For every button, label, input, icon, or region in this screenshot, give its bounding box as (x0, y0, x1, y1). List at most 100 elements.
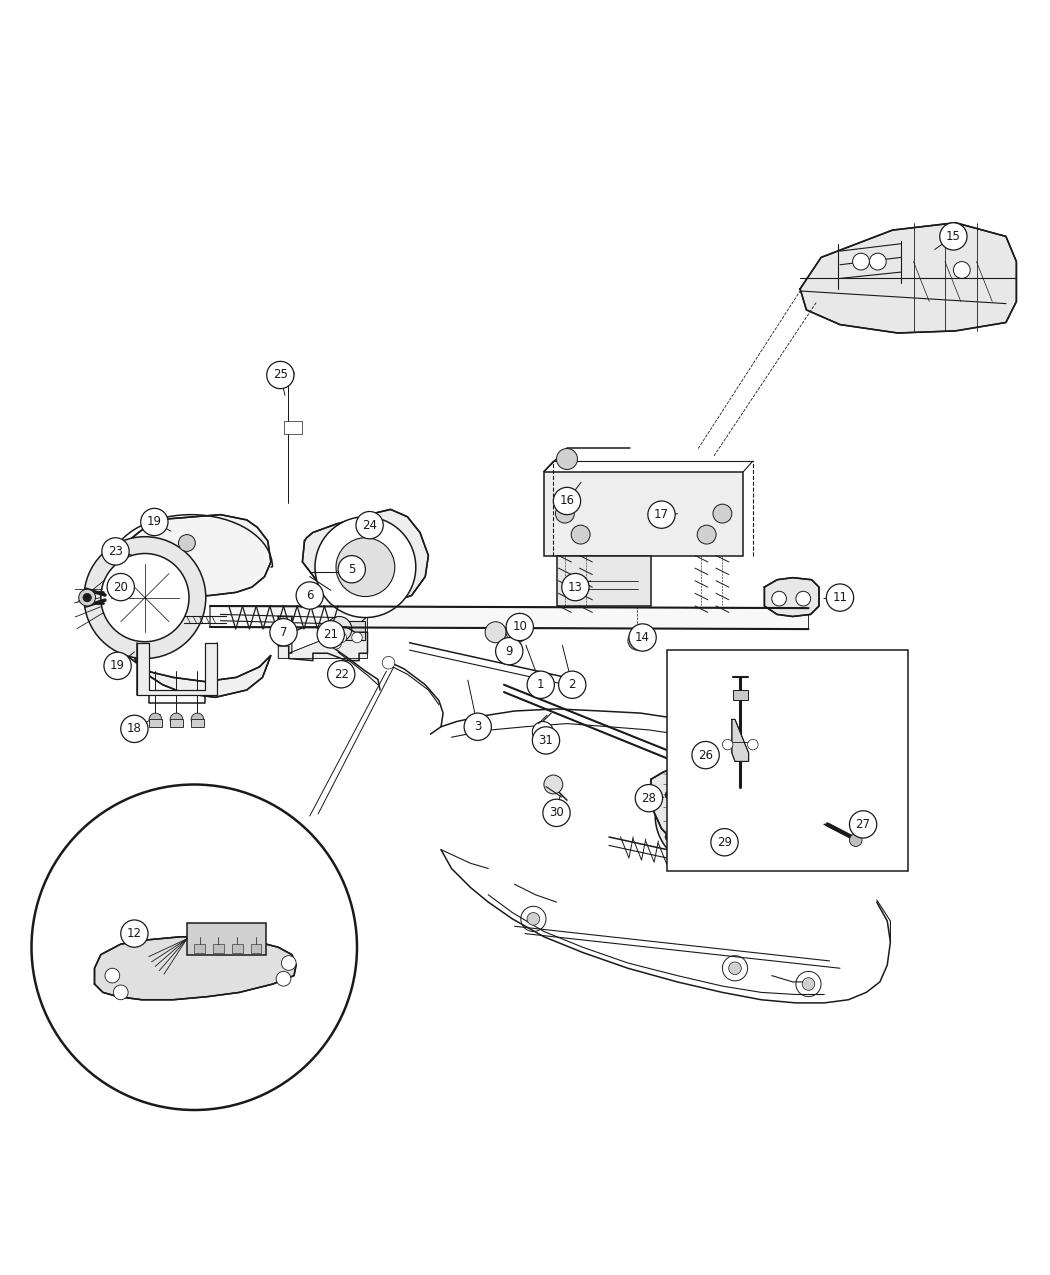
Circle shape (506, 622, 527, 643)
Circle shape (571, 525, 590, 544)
Text: 30: 30 (549, 806, 564, 820)
Circle shape (748, 740, 758, 750)
Polygon shape (278, 617, 367, 658)
Circle shape (655, 765, 756, 867)
Circle shape (648, 501, 675, 528)
Circle shape (711, 829, 738, 856)
Text: 12: 12 (127, 927, 142, 940)
Circle shape (104, 653, 131, 680)
Bar (733, 690, 748, 700)
Text: 29: 29 (717, 835, 732, 849)
Circle shape (722, 956, 748, 980)
Circle shape (352, 632, 362, 643)
Text: 10: 10 (512, 621, 527, 634)
Bar (556, 556, 651, 606)
Circle shape (191, 713, 204, 725)
Text: 19: 19 (147, 515, 162, 529)
Circle shape (276, 972, 291, 986)
Bar (194, 944, 205, 952)
Circle shape (940, 223, 967, 250)
Circle shape (506, 613, 533, 640)
Circle shape (849, 834, 862, 847)
Text: 19: 19 (110, 659, 125, 672)
Circle shape (281, 956, 296, 970)
Text: 24: 24 (362, 519, 377, 532)
Circle shape (701, 770, 710, 778)
Circle shape (336, 632, 346, 643)
Circle shape (635, 784, 663, 812)
Circle shape (674, 784, 737, 848)
Circle shape (327, 617, 352, 641)
Circle shape (178, 534, 195, 551)
Bar (667, 650, 908, 871)
Text: 16: 16 (560, 495, 574, 507)
Circle shape (105, 968, 120, 983)
Text: I: I (338, 625, 340, 634)
Circle shape (464, 713, 491, 741)
Circle shape (101, 553, 189, 641)
Text: 17: 17 (654, 509, 669, 521)
Circle shape (869, 254, 886, 270)
Bar (332, 621, 365, 640)
Text: 1: 1 (537, 678, 545, 691)
Circle shape (796, 592, 811, 606)
Bar (170, 719, 183, 727)
Text: 21: 21 (323, 627, 338, 641)
Polygon shape (125, 640, 271, 697)
Circle shape (665, 790, 673, 799)
Circle shape (692, 742, 719, 769)
Text: 28: 28 (642, 792, 656, 805)
Circle shape (79, 589, 96, 606)
Circle shape (83, 593, 91, 602)
Circle shape (338, 556, 365, 583)
Circle shape (772, 592, 786, 606)
Bar (187, 923, 266, 955)
Circle shape (141, 509, 168, 536)
Text: 9: 9 (505, 645, 513, 658)
Circle shape (738, 790, 747, 799)
Text: 14: 14 (635, 631, 650, 644)
Circle shape (532, 722, 553, 742)
Circle shape (738, 833, 747, 842)
Circle shape (296, 581, 323, 609)
Circle shape (556, 449, 578, 469)
Polygon shape (112, 515, 271, 601)
Text: 13: 13 (568, 580, 583, 594)
Circle shape (802, 978, 815, 991)
Circle shape (665, 833, 673, 842)
Circle shape (496, 638, 523, 664)
Circle shape (543, 799, 570, 826)
Bar (232, 944, 243, 952)
Bar (284, 421, 302, 434)
Circle shape (953, 261, 970, 278)
Text: 18: 18 (127, 723, 142, 736)
Circle shape (796, 972, 821, 997)
Circle shape (336, 538, 395, 597)
Text: 22: 22 (334, 668, 349, 681)
Text: 15: 15 (946, 230, 961, 244)
Circle shape (701, 854, 710, 862)
Text: 25: 25 (273, 368, 288, 381)
Circle shape (729, 961, 741, 974)
Circle shape (527, 671, 554, 699)
Polygon shape (210, 606, 809, 629)
Circle shape (170, 713, 183, 725)
Polygon shape (136, 643, 217, 695)
Circle shape (713, 504, 732, 523)
Circle shape (331, 639, 341, 649)
Circle shape (521, 907, 546, 932)
Circle shape (562, 574, 589, 601)
Bar (213, 944, 224, 952)
Circle shape (102, 538, 129, 565)
Circle shape (628, 631, 647, 650)
Circle shape (84, 537, 206, 658)
Text: 7: 7 (279, 626, 288, 639)
Circle shape (267, 361, 294, 389)
Circle shape (149, 713, 162, 725)
Text: 26: 26 (698, 748, 713, 761)
Text: 27: 27 (856, 817, 870, 831)
Circle shape (544, 775, 563, 794)
Circle shape (849, 811, 877, 838)
Circle shape (328, 660, 355, 689)
Bar (191, 719, 204, 727)
